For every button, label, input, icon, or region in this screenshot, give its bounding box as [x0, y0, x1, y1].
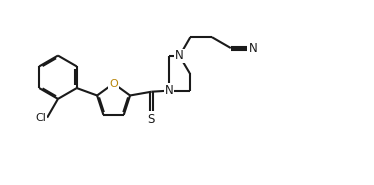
Text: N: N — [165, 84, 174, 97]
Text: O: O — [109, 78, 118, 88]
Text: S: S — [148, 113, 155, 126]
Text: N: N — [249, 41, 258, 55]
Text: N: N — [175, 49, 184, 63]
Text: Cl: Cl — [35, 113, 46, 123]
